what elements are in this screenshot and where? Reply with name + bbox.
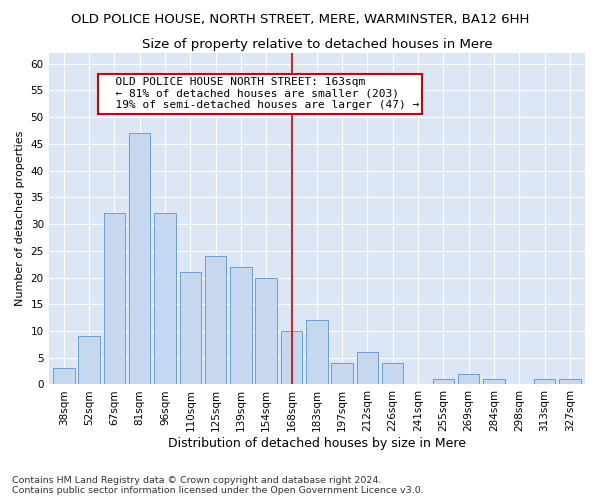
Bar bbox=[53, 368, 74, 384]
Text: Contains HM Land Registry data © Crown copyright and database right 2024.
Contai: Contains HM Land Registry data © Crown c… bbox=[12, 476, 424, 495]
Text: OLD POLICE HOUSE NORTH STREET: 163sqm
  ← 81% of detached houses are smaller (20: OLD POLICE HOUSE NORTH STREET: 163sqm ← … bbox=[102, 77, 419, 110]
Title: Size of property relative to detached houses in Mere: Size of property relative to detached ho… bbox=[142, 38, 492, 51]
Bar bbox=[256, 278, 277, 384]
Bar bbox=[559, 379, 581, 384]
Bar bbox=[179, 272, 201, 384]
Bar bbox=[534, 379, 555, 384]
Bar bbox=[483, 379, 505, 384]
Bar bbox=[433, 379, 454, 384]
X-axis label: Distribution of detached houses by size in Mere: Distribution of detached houses by size … bbox=[168, 437, 466, 450]
Bar bbox=[458, 374, 479, 384]
Bar bbox=[129, 133, 151, 384]
Bar bbox=[356, 352, 378, 384]
Bar bbox=[230, 267, 251, 384]
Bar bbox=[79, 336, 100, 384]
Bar bbox=[154, 214, 176, 384]
Bar bbox=[104, 214, 125, 384]
Bar bbox=[331, 363, 353, 384]
Text: OLD POLICE HOUSE, NORTH STREET, MERE, WARMINSTER, BA12 6HH: OLD POLICE HOUSE, NORTH STREET, MERE, WA… bbox=[71, 12, 529, 26]
Bar bbox=[281, 331, 302, 384]
Bar bbox=[382, 363, 403, 384]
Y-axis label: Number of detached properties: Number of detached properties bbox=[15, 131, 25, 306]
Bar bbox=[306, 320, 328, 384]
Bar bbox=[205, 256, 226, 384]
